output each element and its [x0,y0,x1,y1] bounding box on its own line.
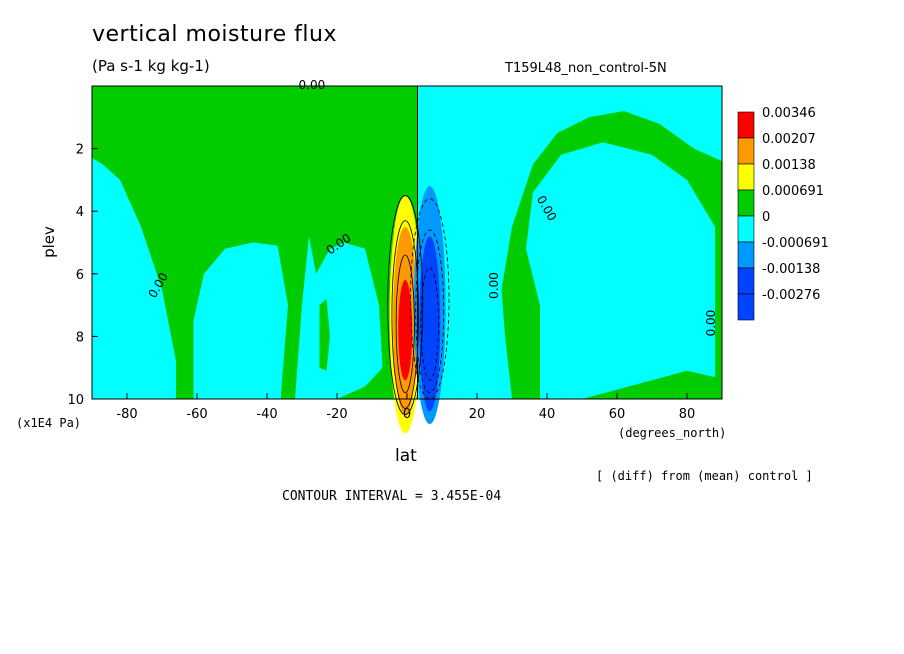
y-tick-label: 2 [76,143,84,158]
x-axis-unit: (degrees_north) [618,426,727,440]
field-region-cyan-north [526,142,715,400]
x-tick-label: 20 [469,407,486,422]
x-tick-label: 0 [403,407,411,422]
colorbar-swatch [737,189,755,217]
x-tick-label: -80 [116,407,137,422]
y-axis-label: plev [40,226,58,258]
y-axis: 2 4 6 8 10 [67,143,98,408]
colorbar-swatch [737,215,755,243]
y-axis-unit: (x1E4 Pa) [16,416,82,430]
x-tick-label: -60 [186,407,207,422]
contour-interval: CONTOUR INTERVAL = 3.455E-04 [282,489,502,504]
colorbar-label: -0.00138 [762,262,820,277]
negative-contour-0 [410,198,450,400]
contour-label-4: 0.00 [704,310,718,337]
positive-contour-1 [391,220,419,409]
colorbar-swatch [737,111,755,139]
y-tick-label: 8 [76,330,84,345]
y-tick-label: 10 [67,393,84,408]
x-axis-label: lat [395,446,417,466]
x-tick-label: -40 [256,407,277,422]
x-tick-label: 60 [609,407,626,422]
positive-contour-2 [395,254,415,394]
chart-title: vertical moisture flux [92,22,337,47]
contour-label-2: 0.00 [487,272,501,299]
positive-anomaly-core-2 [398,280,413,381]
colorbar-label: 0.00207 [762,132,816,147]
dataset-label: T159L48_non_control-5N [505,61,667,76]
field-region-green-island [319,298,330,371]
x-tick-label: 40 [539,407,556,422]
colorbar-swatch [737,267,755,295]
colorbar-label: -0.00276 [762,288,820,303]
colorbar-label: 0.00138 [762,158,816,173]
field-region-positive-top [92,86,127,127]
colorbar-swatch [737,163,755,191]
negative-contour-2 [420,267,439,381]
colorbar-label: 0 [762,210,770,225]
x-tick-label: 80 [679,407,696,422]
field-layer [92,86,722,434]
positive-contour-0 [387,195,424,416]
y-tick-label: 4 [76,205,84,220]
x-tick-label: -20 [326,407,347,422]
contour-label-5: 0.00 [299,78,326,92]
colorbar-swatch [737,293,755,321]
colorbar-label: 0.000691 [762,184,824,199]
y-tick-label: 6 [76,268,84,283]
colorbar-label: -0.000691 [762,236,829,251]
field-region-cyan-pocket [193,242,288,399]
chart-units: (Pa s-1 kg kg-1) [92,57,210,75]
colorbar-swatch [737,241,755,269]
colorbar-swatch [737,137,755,165]
colorbar: 0.00346 0.00207 0.00138 0.000691 0 -0.000691 -… [737,106,829,321]
field-region-green-edge [715,167,722,399]
field-region-cyan-pocket-2 [295,236,383,399]
negative-contour-1 [415,229,445,394]
colorbar-label: 0.00346 [762,106,816,121]
diff-note: [ (diff) from (mean) control ] [596,469,813,483]
x-axis: -80 -60 -40 -20 0 20 40 60 80 [116,393,695,422]
